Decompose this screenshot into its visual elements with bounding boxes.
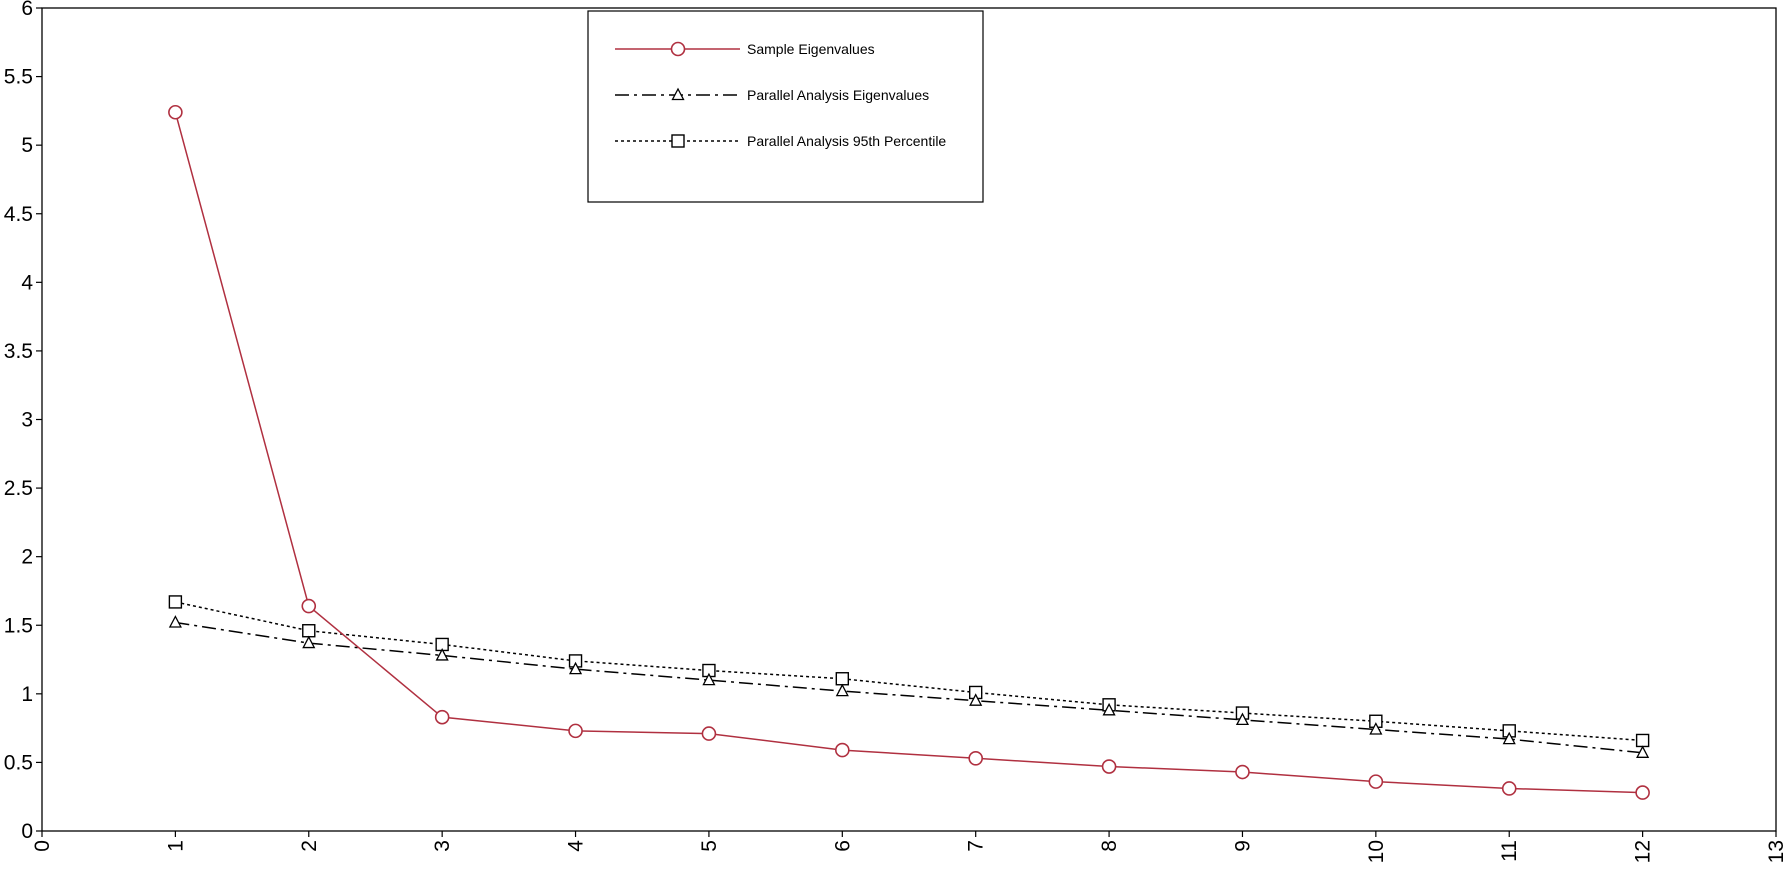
y-tick-label: 6 (21, 0, 33, 20)
y-tick-label: 2 (21, 546, 33, 569)
x-tick-label: 13 (1765, 840, 1788, 863)
data-point (1235, 712, 1250, 726)
x-tick-label: 7 (965, 840, 988, 852)
y-tick-label: 5.5 (4, 66, 33, 89)
data-point (168, 104, 183, 120)
data-point (1635, 733, 1650, 748)
legend-box (587, 10, 984, 203)
data-point (1369, 722, 1383, 735)
x-tick-label: 11 (1498, 840, 1521, 862)
x-tick-label: 9 (1231, 840, 1254, 852)
x-tick-label: 3 (431, 840, 454, 852)
data-point (969, 693, 983, 706)
data-point (968, 751, 983, 766)
data-point (1101, 759, 1117, 774)
y-tick-label: 1.5 (4, 614, 33, 637)
x-tick-label: 5 (698, 840, 721, 852)
legend-label: Sample Eigenvalues (747, 41, 875, 57)
series-2 (168, 595, 1650, 748)
data-point (302, 635, 316, 649)
x-tick-label: 2 (298, 840, 321, 852)
y-tick-label: 2.5 (4, 477, 33, 500)
series-line (175, 621, 1643, 754)
data-point (568, 661, 583, 675)
data-point (302, 624, 316, 638)
series-1 (168, 615, 1650, 758)
data-point (435, 648, 449, 661)
data-point (168, 615, 182, 628)
legend-label: Parallel Analysis Eigenvalues (747, 87, 929, 103)
x-tick-label: 10 (1365, 840, 1388, 863)
legend: Sample Eigenvalues Parallel Analysis Eige… (587, 10, 984, 203)
data-point (568, 723, 583, 739)
y-tick-label: 0.5 (4, 751, 33, 774)
y-tick-label: 5 (21, 134, 33, 157)
plot-area (168, 104, 1650, 800)
legend-marker (671, 134, 685, 148)
series-line (175, 601, 1643, 742)
series-line (174, 112, 1643, 794)
data-point (1235, 764, 1250, 780)
y-tick-label: 4 (21, 271, 33, 294)
data-point (835, 742, 850, 758)
x-tick-label: 4 (565, 840, 588, 852)
x-tick-label: 0 (31, 840, 54, 852)
y-tick-label: 3.5 (4, 340, 33, 363)
data-point (835, 683, 849, 697)
y-tick-label: 3 (21, 409, 33, 432)
data-point (1502, 731, 1516, 745)
data-point (1635, 785, 1650, 800)
y-tick-label: 1 (21, 683, 33, 706)
x-tick-label: 12 (1632, 840, 1655, 863)
data-point (1501, 781, 1517, 796)
x-tick-label: 6 (831, 840, 854, 852)
data-point (168, 595, 183, 609)
data-point (1368, 774, 1384, 789)
data-point (835, 672, 850, 686)
data-point (434, 709, 450, 725)
legend-marker (671, 87, 685, 101)
x-tick-label: 1 (164, 840, 187, 852)
legend-label: Parallel Analysis 95th Percentile (747, 133, 946, 149)
y-tick-label: 4.5 (4, 203, 33, 226)
legend-marker (670, 41, 686, 57)
axes: 00.511.522.533.544.555.560 1 2 3 4 5 6 7 8 9 10 11 1… (4, 0, 1788, 863)
data-point (1102, 702, 1116, 716)
data-point (701, 726, 717, 741)
data-point (1636, 745, 1650, 758)
x-tick-label: 8 (1098, 840, 1121, 852)
data-point (702, 672, 716, 686)
y-tick-label: 0 (21, 820, 33, 843)
series-0 (168, 104, 1650, 800)
data-point (301, 598, 317, 614)
